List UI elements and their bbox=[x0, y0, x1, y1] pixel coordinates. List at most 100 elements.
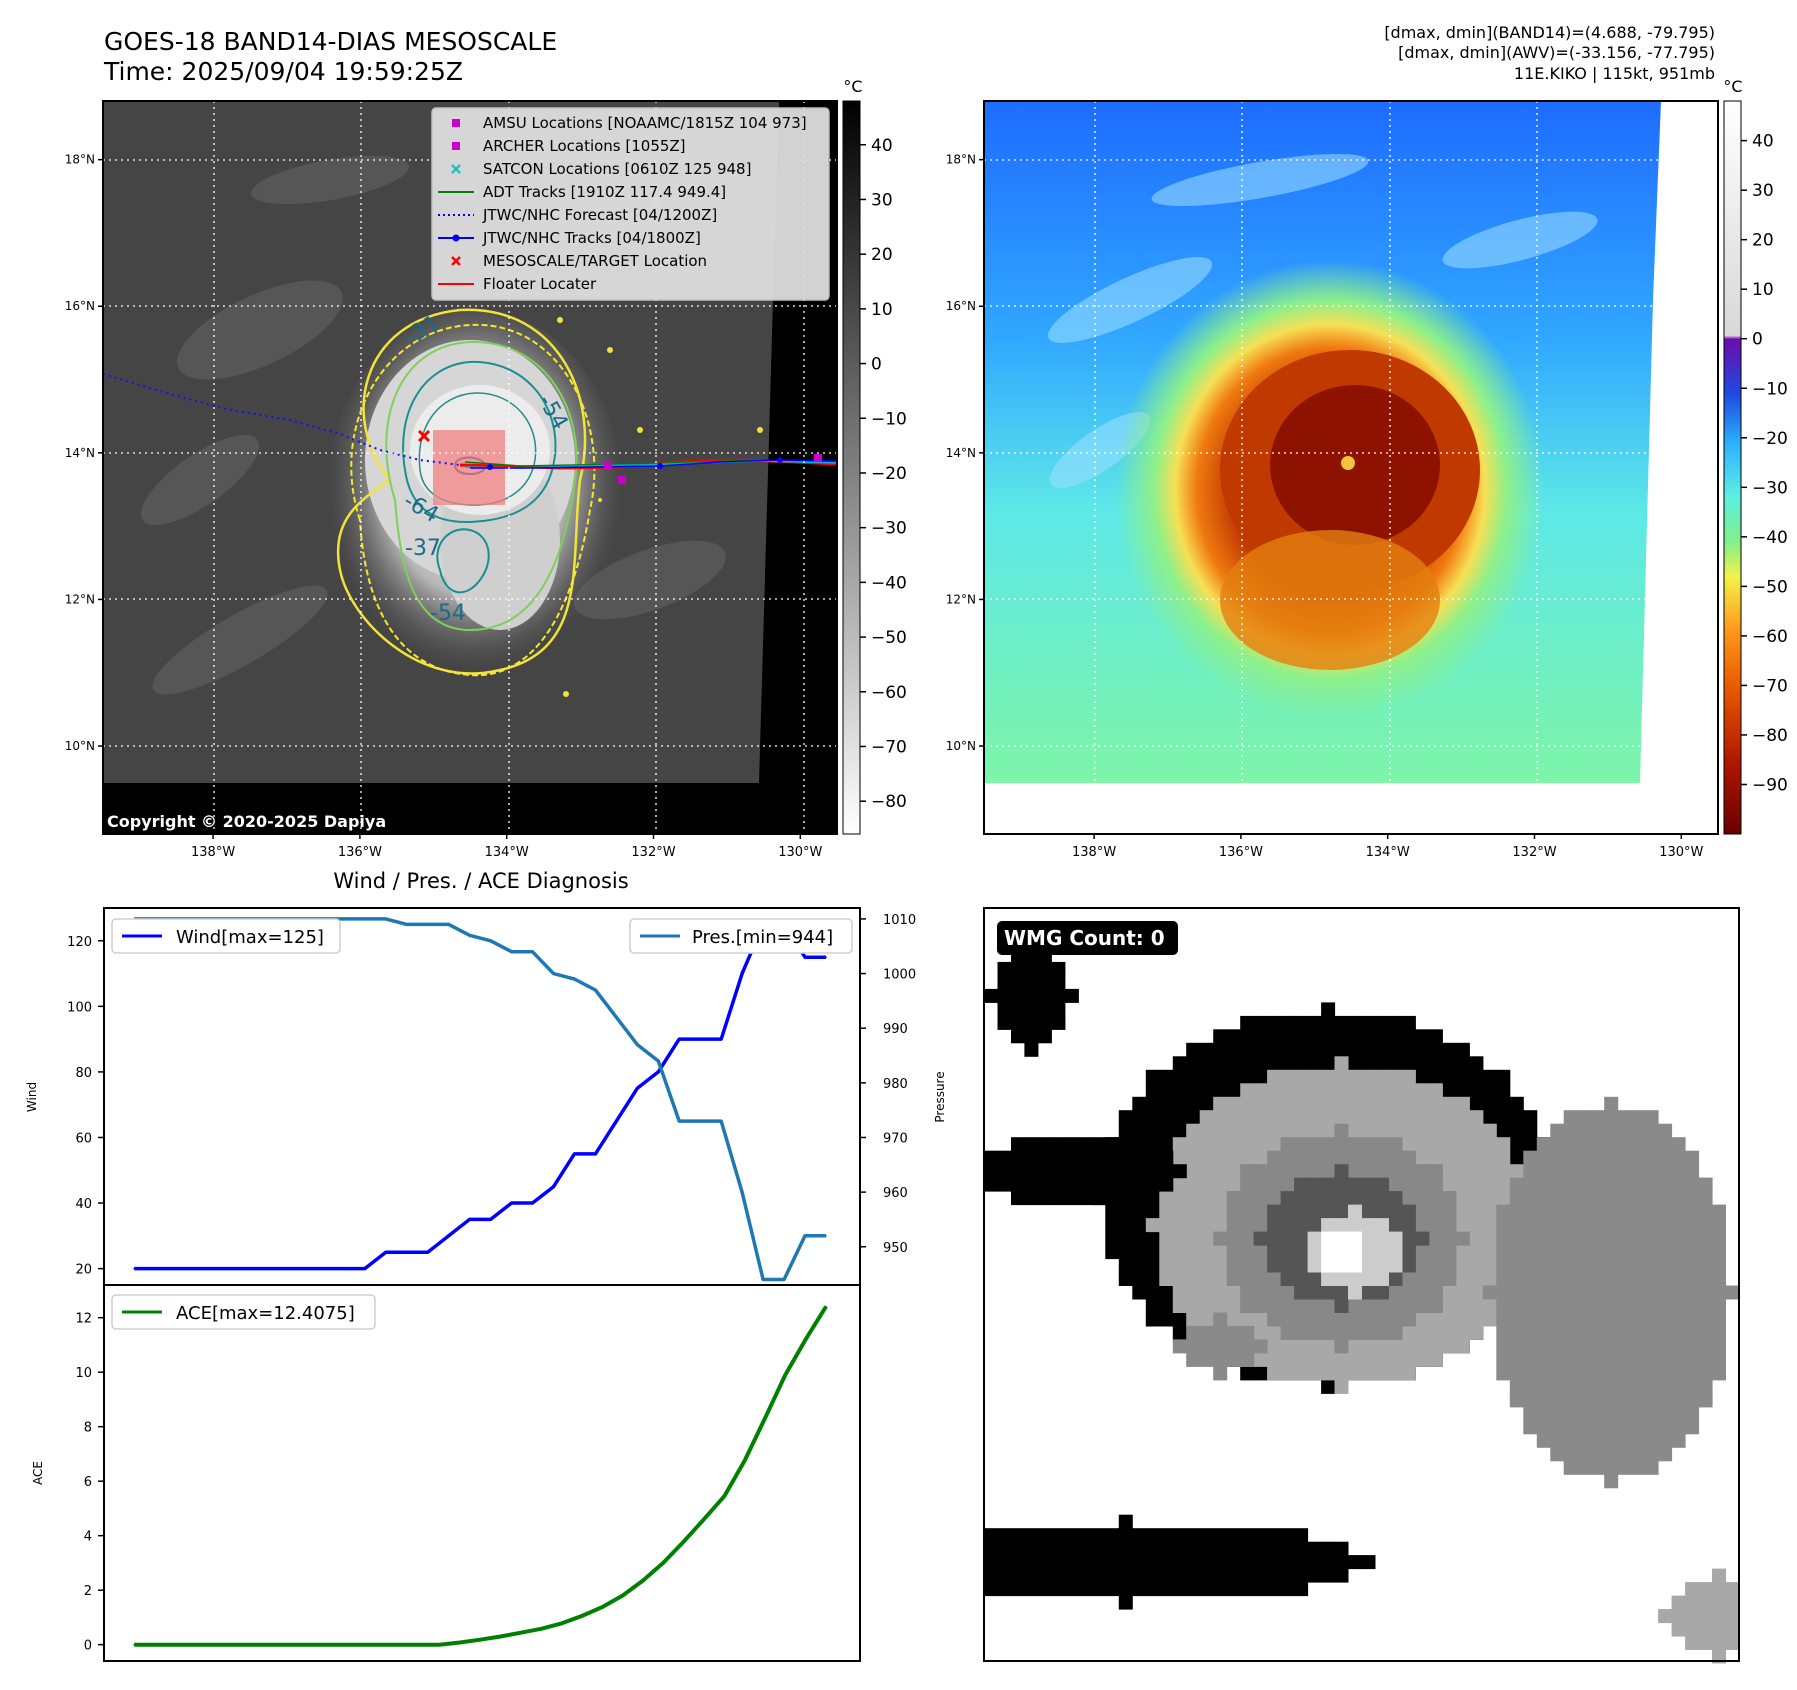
wmg-cell-gray bbox=[1550, 1299, 1565, 1313]
wmg-cell-gray bbox=[1536, 1218, 1551, 1233]
series-point bbox=[552, 972, 555, 975]
wmg-cell-darkgray bbox=[1401, 1285, 1416, 1300]
wmg-cell-black bbox=[1213, 1568, 1228, 1583]
wmg-cell-black bbox=[1159, 1285, 1174, 1300]
lon-tick-label: 132°W bbox=[631, 845, 675, 860]
wmg-cell-black bbox=[1401, 1042, 1416, 1057]
wmg-cell-black bbox=[1415, 1069, 1430, 1084]
wmg-cell-gray bbox=[1536, 1325, 1551, 1340]
wmg-cell-gray bbox=[1658, 1204, 1673, 1219]
colorbar-tick-label: −30 bbox=[871, 519, 907, 539]
wmg-cell-gray bbox=[1725, 1622, 1740, 1637]
wmg-cell-darkgray bbox=[1294, 1312, 1309, 1327]
wmg-cell-gray bbox=[1590, 1123, 1605, 1138]
wmg-cell-black bbox=[1294, 1528, 1309, 1543]
enhanced-lon-labels: 138°W 136°W 134°W 132°W 130°W bbox=[1072, 834, 1704, 860]
wmg-cell-gray bbox=[1388, 1083, 1403, 1098]
wmg-cell-gray bbox=[1186, 1339, 1201, 1354]
wind-legend-label: Wind[max=125] bbox=[176, 927, 324, 948]
wmg-cell-black bbox=[1024, 1042, 1039, 1057]
wmg-cell-black bbox=[1145, 1528, 1160, 1543]
wmg-cell-black bbox=[997, 1528, 1012, 1543]
wmg-cell-black bbox=[1011, 1528, 1025, 1543]
wmg-cell-darkgray bbox=[1442, 1272, 1457, 1286]
legend-label: ARCHER Locations [1055Z] bbox=[483, 137, 686, 155]
wmg-cell-gray bbox=[1199, 1245, 1214, 1260]
wmg-cell-darkgray bbox=[1428, 1164, 1443, 1179]
wmg-cell-black bbox=[1482, 1083, 1497, 1098]
wmg-cell-black bbox=[1118, 1110, 1133, 1125]
wmg-cell-dim bbox=[1321, 1177, 1336, 1192]
wmg-cell-black bbox=[1172, 1164, 1187, 1179]
wmg-cell-gray bbox=[1644, 1191, 1659, 1206]
wmg-cell-gray bbox=[1685, 1312, 1700, 1327]
wmg-cell-gray bbox=[1631, 1177, 1646, 1192]
wmg-cell-black bbox=[1348, 1555, 1362, 1570]
wmg-cell-gray bbox=[1617, 1218, 1632, 1233]
wmg-cell-gray bbox=[1658, 1231, 1673, 1246]
wmg-cell-gray bbox=[1631, 1406, 1646, 1421]
wmg-cell-black bbox=[1496, 1069, 1511, 1084]
wmg-cell-gray bbox=[1523, 1325, 1538, 1340]
wmg-cell-gray bbox=[1186, 1325, 1201, 1340]
wmg-cell-gray bbox=[1577, 1285, 1592, 1300]
wmg-cell-gray bbox=[1604, 1177, 1619, 1192]
wmg-cell-gray bbox=[1671, 1433, 1686, 1448]
wmg-cell-gray bbox=[1712, 1568, 1726, 1583]
wmg-cell-gray bbox=[1240, 1150, 1255, 1165]
wmg-cell-white bbox=[1334, 1245, 1349, 1260]
wmg-cell-dim bbox=[1361, 1285, 1376, 1300]
wmg-cell-gray bbox=[1199, 1258, 1214, 1273]
lat-tick-label: 10°N bbox=[946, 739, 976, 753]
wmg-cell-black bbox=[1186, 1541, 1201, 1556]
wmg-cell-gray bbox=[1563, 1433, 1578, 1448]
wmg-cell-gray bbox=[1698, 1582, 1713, 1597]
axis-tick-label: 40 bbox=[75, 1197, 92, 1212]
wmg-cell-darkgray bbox=[1307, 1137, 1322, 1152]
wmg-cell-black bbox=[1132, 1164, 1147, 1179]
wmg-cell-gray bbox=[1375, 1110, 1389, 1125]
wmg-cell-black bbox=[1172, 1096, 1187, 1111]
wmg-cell-gray bbox=[1590, 1191, 1605, 1206]
wmg-cell-gray bbox=[1550, 1379, 1565, 1394]
wmg-cell-gray bbox=[1240, 1312, 1255, 1327]
wmg-cell-gray bbox=[1159, 1218, 1174, 1233]
wmg-cell-dim bbox=[1267, 1245, 1282, 1260]
colorbar-tick-label: −50 bbox=[871, 628, 907, 648]
wmg-cell-light bbox=[1348, 1204, 1362, 1219]
wmg-cell-gray bbox=[1401, 1123, 1416, 1138]
wmg-cell-darkgray bbox=[1267, 1299, 1282, 1313]
legend-label: JTWC/NHC Forecast [04/1200Z] bbox=[482, 206, 717, 224]
wmg-cell-light bbox=[1321, 1272, 1336, 1286]
wmg-cell-black bbox=[1105, 1582, 1120, 1597]
wmg-cell-gray bbox=[1658, 1177, 1673, 1192]
wmg-cell-gray bbox=[1226, 1312, 1241, 1327]
series-point bbox=[662, 1562, 664, 1564]
wmg-cell-gray bbox=[1199, 1137, 1214, 1152]
legend-label: MESOSCALE/TARGET Location bbox=[483, 252, 707, 270]
wmg-cell-gray bbox=[1604, 1258, 1619, 1273]
wmg-cell-gray bbox=[1253, 1123, 1268, 1138]
wmg-cell-darkgray bbox=[1213, 1231, 1228, 1246]
wmg-cell-gray bbox=[1658, 1609, 1673, 1624]
wmg-cell-gray bbox=[1671, 1204, 1686, 1219]
wmg-cell-gray bbox=[1550, 1191, 1565, 1206]
wmg-cell-darkgray bbox=[1253, 1245, 1268, 1260]
wmg-cell-darkgray bbox=[1334, 1137, 1349, 1152]
wmg-cell-gray bbox=[1294, 1083, 1309, 1098]
wmg-cell-gray bbox=[1455, 1191, 1470, 1206]
legend-entry: JTWC/NHC Forecast [04/1200Z] bbox=[438, 206, 717, 224]
wmg-cell-gray bbox=[1361, 1339, 1376, 1354]
wmg-cell-gray bbox=[1698, 1622, 1713, 1637]
wmg-cell-black bbox=[1024, 961, 1039, 976]
wmg-cell-dim bbox=[1267, 1258, 1282, 1273]
wmg-cell-gray bbox=[1334, 1083, 1349, 1098]
legend-entry: ADT Tracks [1910Z 117.4 949.4] bbox=[438, 183, 726, 201]
wmg-cell-black bbox=[1199, 1042, 1214, 1057]
wmg-cell-black bbox=[1078, 1555, 1093, 1570]
wmg-cell-black bbox=[1240, 1366, 1255, 1381]
wmg-cell-black bbox=[1051, 1015, 1066, 1030]
wmg-cell-black bbox=[1240, 1528, 1255, 1543]
wmg-cell-darkgray bbox=[1240, 1299, 1255, 1313]
contour-label: -37 bbox=[405, 536, 441, 561]
